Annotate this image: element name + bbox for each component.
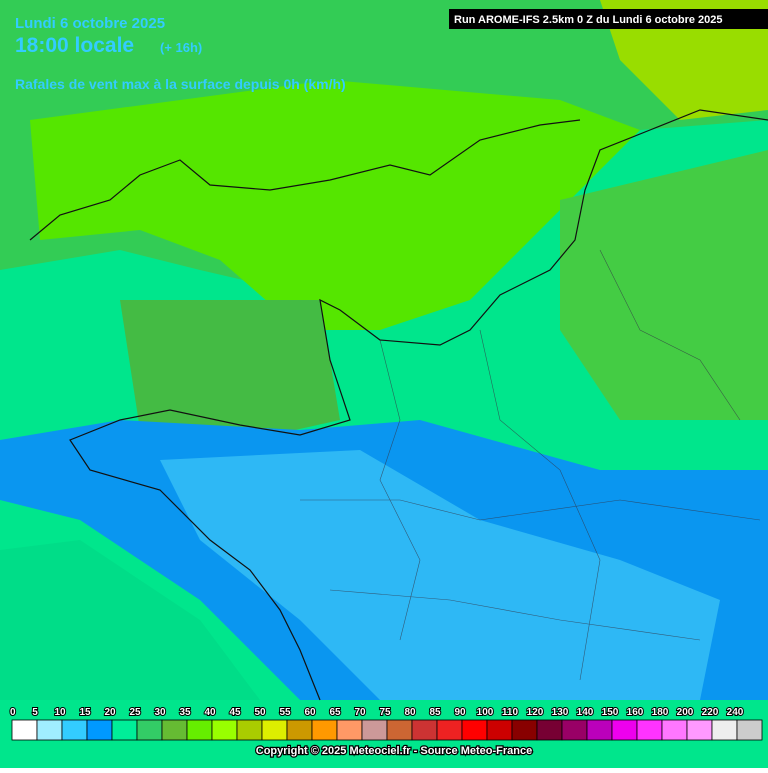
legend-swatch [636, 719, 663, 741]
legend-label: 160 [627, 707, 644, 718]
legend-label: 15 [79, 707, 91, 718]
legend-swatch [161, 719, 188, 741]
legend-swatch [611, 719, 638, 741]
legend-swatch [336, 719, 363, 741]
legend-swatch [536, 719, 563, 741]
legend-label: 90 [454, 707, 466, 718]
legend-label: 50 [254, 707, 266, 718]
legend-swatch [386, 719, 413, 741]
coastline-france [69, 109, 768, 701]
coastline-england [29, 119, 581, 241]
legend-swatch [261, 719, 288, 741]
legend-label: 75 [379, 707, 391, 718]
legend-label: 100 [477, 707, 494, 718]
legend-label: 5 [32, 707, 38, 718]
legend-label: 120 [527, 707, 544, 718]
subtitle: Rafales de vent max à la surface depuis … [15, 76, 346, 92]
legend-swatch [436, 719, 463, 741]
time: 18:00 locale [15, 34, 134, 57]
legend-swatch [361, 719, 388, 741]
legend-label: 70 [354, 707, 366, 718]
legend-label: 180 [652, 707, 669, 718]
legend-label: 35 [179, 707, 191, 718]
lead-time: (+ 16h) [160, 40, 202, 55]
legend-swatch [661, 719, 688, 741]
run-box [449, 9, 768, 29]
field-northeast [600, 0, 768, 120]
legend-swatch [511, 719, 538, 741]
legend-swatch [411, 719, 438, 741]
region-borders [300, 249, 761, 681]
legend-swatch [186, 719, 213, 741]
legend-swatch [111, 719, 138, 741]
legend-label: 85 [429, 707, 441, 718]
legend-label: 65 [329, 707, 341, 718]
copyright: Copyright © 2025 Meteociel.fr - Source M… [256, 745, 532, 757]
legend-swatch [461, 719, 488, 741]
legend-swatch [486, 719, 513, 741]
legend-label: 80 [404, 707, 416, 718]
legend-swatch [36, 719, 63, 741]
legend-label: 240 [727, 707, 744, 718]
field-cotentin [120, 300, 340, 440]
legend-label: 30 [154, 707, 166, 718]
legend-label: 20 [104, 707, 116, 718]
legend-label: 200 [677, 707, 694, 718]
legend-swatch [711, 719, 738, 741]
legend-label: 55 [279, 707, 291, 718]
legend-label: 130 [552, 707, 569, 718]
legend-label: 60 [304, 707, 316, 718]
legend-swatch [136, 719, 163, 741]
legend-label: 10 [54, 707, 66, 718]
legend-swatch [86, 719, 113, 741]
legend: 0 5 10 15 20 25 30 35 40 45 50 55 60 65 70 75 80 85 90 100 1… [9, 706, 763, 741]
legend-swatch [736, 719, 763, 741]
field-channel [30, 80, 640, 330]
legend-label: 25 [129, 707, 141, 718]
legend-label: 140 [577, 707, 594, 718]
field-lightblue [160, 450, 720, 700]
legend-swatch [286, 719, 313, 741]
legend-swatch [236, 719, 263, 741]
legend-label: 40 [204, 707, 216, 718]
legend-label: 110 [502, 707, 519, 718]
legend-swatch [311, 719, 338, 741]
legend-label: 0 [10, 707, 16, 718]
run-info: Run AROME-IFS 2.5km 0 Z du Lundi 6 octob… [454, 14, 723, 26]
field-east [560, 150, 768, 420]
legend-label: 220 [702, 707, 719, 718]
legend-swatch [61, 719, 88, 741]
legend-swatch [686, 719, 713, 741]
legend-label: 150 [602, 707, 619, 718]
legend-label: 45 [229, 707, 241, 718]
field-atlantic [0, 540, 260, 700]
date: Lundi 6 octobre 2025 [15, 15, 165, 32]
legend-swatch [586, 719, 613, 741]
legend-swatch [11, 719, 38, 741]
legend-swatch [561, 719, 588, 741]
legend-swatch [211, 719, 238, 741]
